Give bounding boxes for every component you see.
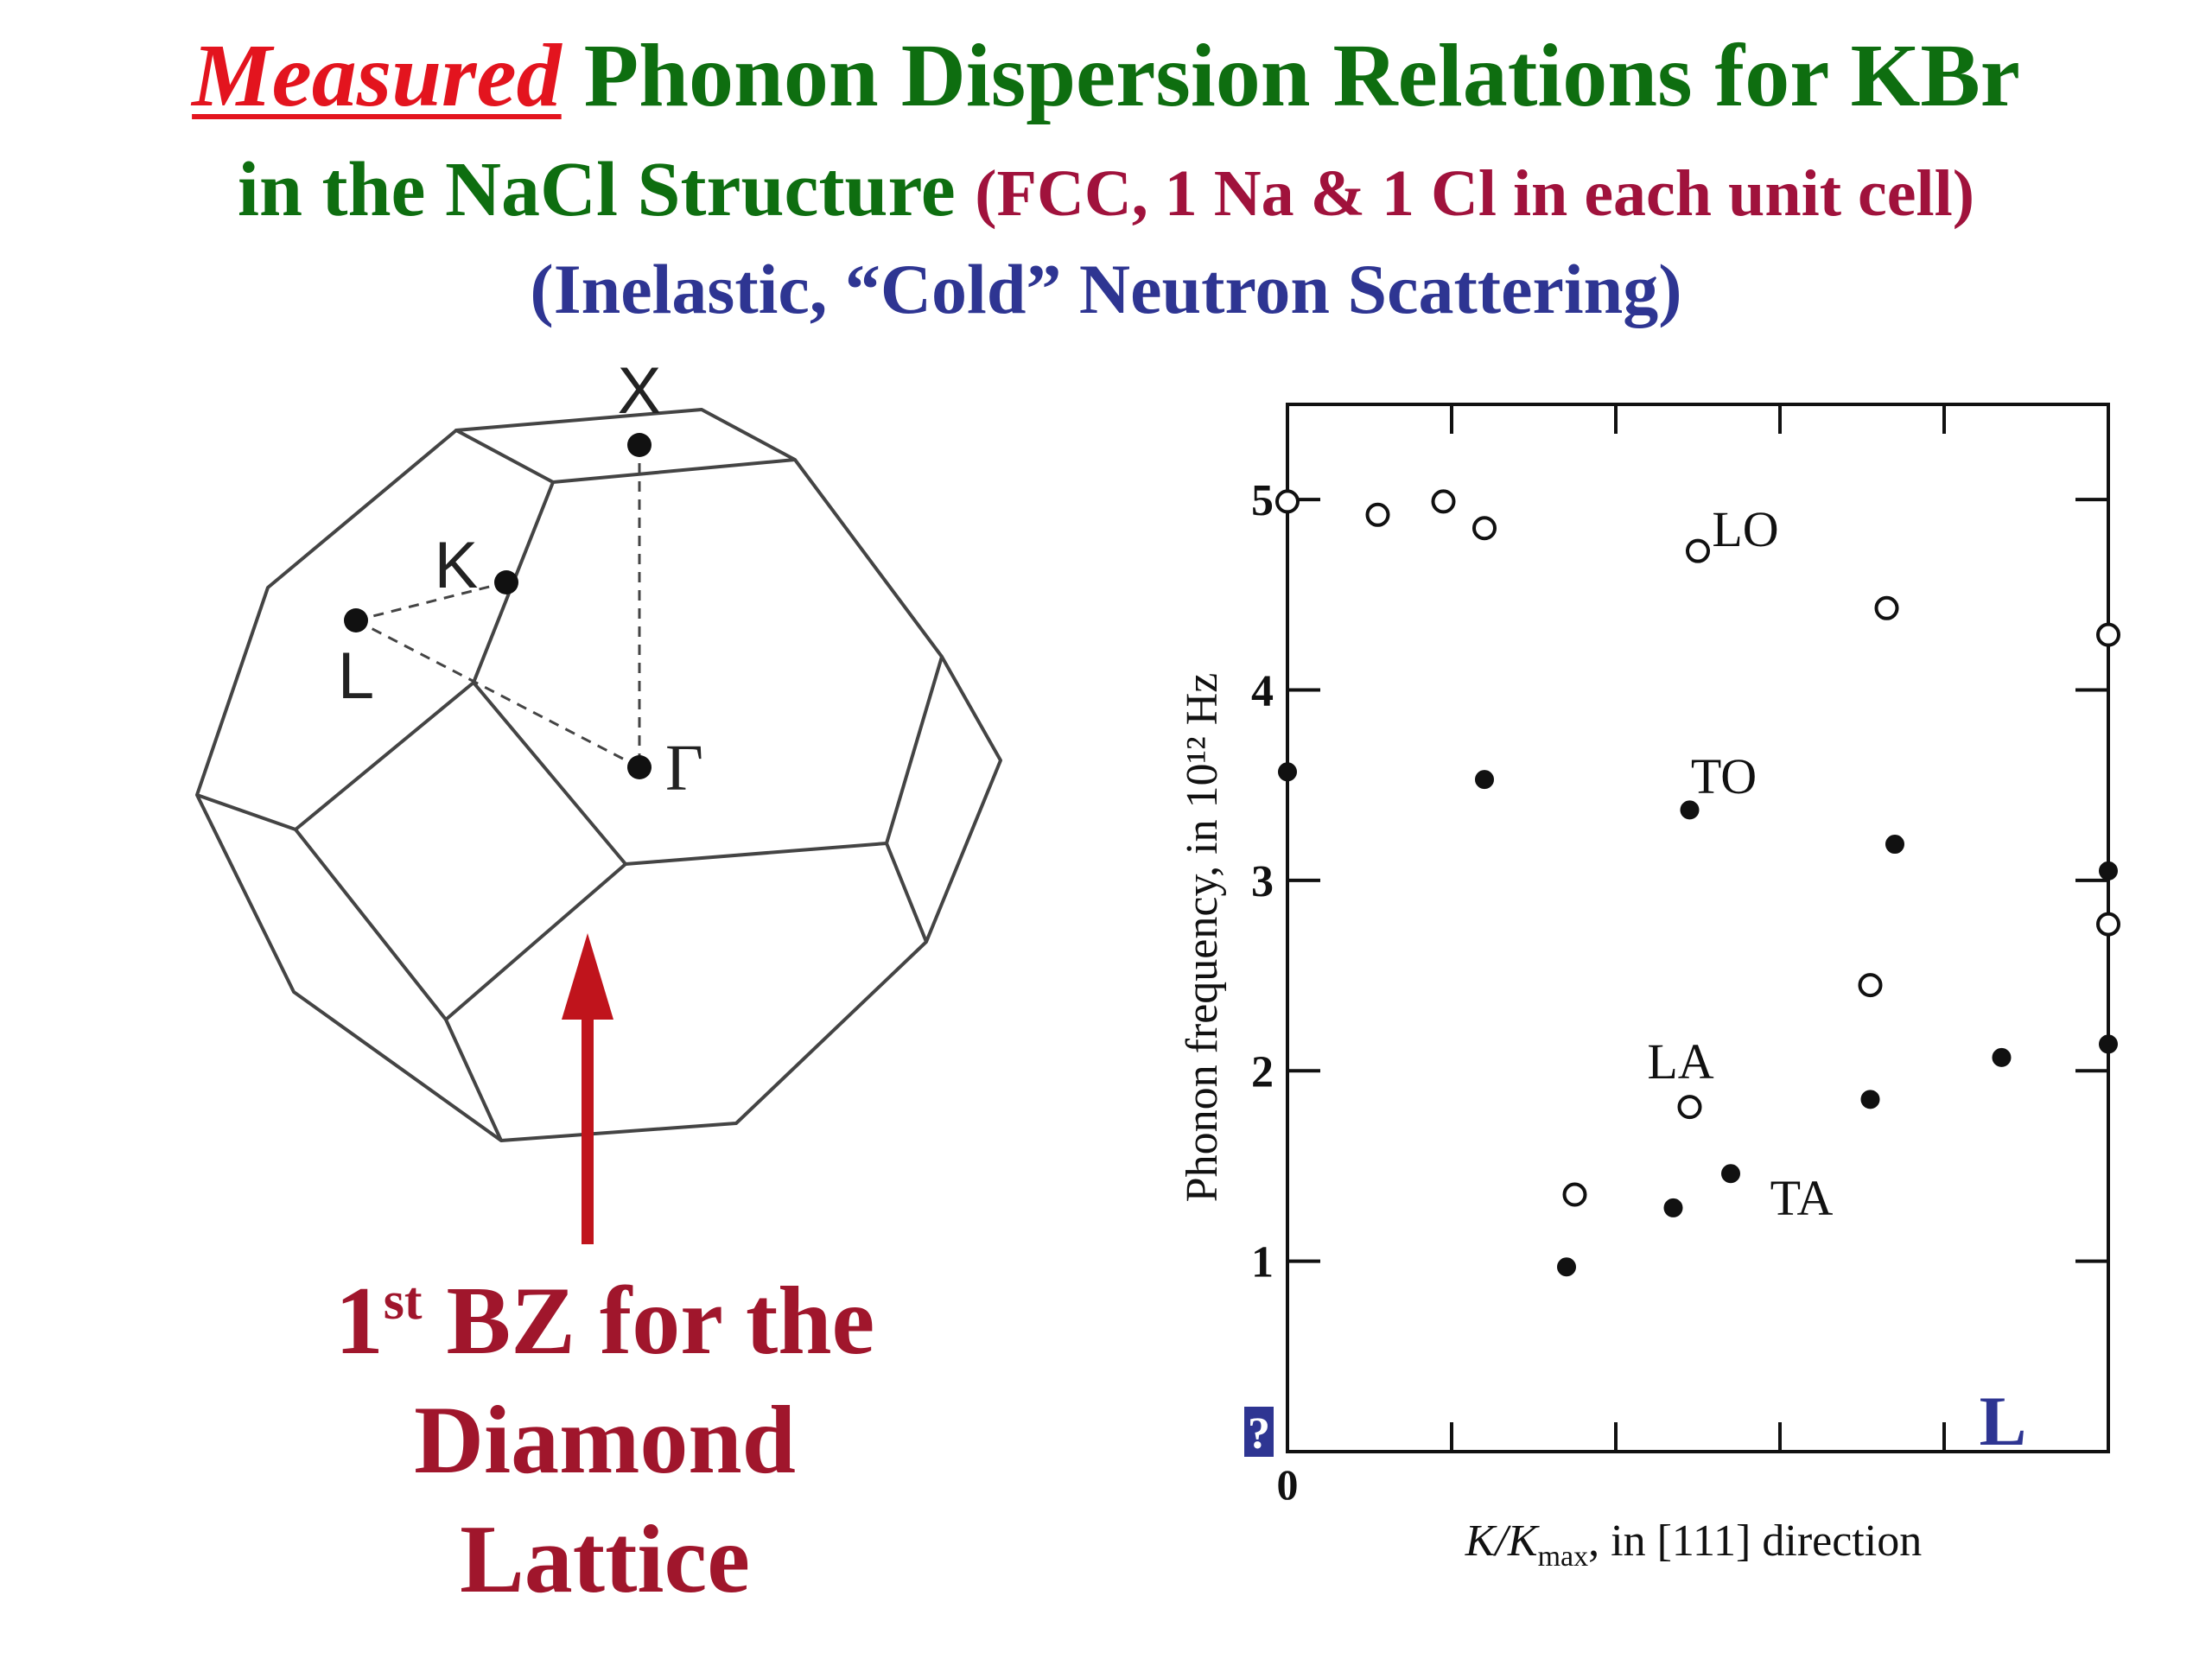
bz-caption-rest: BZ for the xyxy=(446,1268,875,1375)
corner-label-gamma: ? xyxy=(1248,1409,1270,1459)
point-x-label: X xyxy=(618,354,662,428)
y-tick-label-3: 3 xyxy=(1251,857,1274,906)
bz-caption-line-3: Lattice xyxy=(460,1506,750,1613)
open-point-4 xyxy=(1686,538,1710,563)
open-point-8 xyxy=(1677,1095,1702,1120)
bz-caption-line-2: Diamond xyxy=(414,1387,796,1494)
filled-point-1 xyxy=(1475,770,1494,790)
corner-label-l: L xyxy=(1980,1382,2027,1460)
branch-label-lo: LO xyxy=(1712,501,1778,557)
x-axis-label-rest: , in [111] direction xyxy=(1588,1516,1922,1566)
branch-label-ta: TA xyxy=(1770,1170,1834,1226)
filled-point-9 xyxy=(1992,1047,2012,1067)
bz-polyhedron xyxy=(195,408,1002,1142)
branch-label-la: LA xyxy=(1647,1033,1713,1090)
title-line-3: (Inelastic, “Cold” Neutron Scattering) xyxy=(530,250,1682,328)
point-k-dot xyxy=(494,570,518,594)
open-point-1 xyxy=(1365,502,1390,527)
point-l-label: L xyxy=(338,639,374,713)
x-axis-label-subscript: max xyxy=(1538,1541,1589,1573)
open-point-9 xyxy=(1562,1182,1587,1207)
data-points xyxy=(1275,489,2120,1277)
point-k-label: K xyxy=(435,529,479,602)
y-axis-label: Phonon frequency, in 10¹² Hz xyxy=(1178,673,1227,1203)
y-tick-label-1: 1 xyxy=(1251,1238,1274,1287)
title-line-2: in the NaCl Structure (FCC, 1 Na & 1 Cl … xyxy=(0,145,2212,234)
x-tick-label-zero: 0 xyxy=(1277,1460,1299,1509)
y-tick-label-2: 2 xyxy=(1251,1047,1274,1096)
filled-point-7 xyxy=(1721,1164,1740,1184)
title-emphasis: Measured xyxy=(192,26,562,125)
point-gamma-dot xyxy=(627,755,652,779)
title-main: Phonon Dispersion Relations for KBr xyxy=(583,26,2020,125)
filled-point-2 xyxy=(1680,800,1700,820)
title-structure: in the NaCl Structure xyxy=(237,147,956,232)
filled-point-3 xyxy=(1885,835,1904,855)
point-x-dot xyxy=(627,433,652,457)
corner-gamma-box xyxy=(1244,1407,1274,1457)
title-line-1: Measured Phonon Dispersion Relations for… xyxy=(0,24,2212,127)
filled-point-4 xyxy=(2099,861,2118,880)
bz-caption-line-1: 1st BZ for the xyxy=(276,1262,933,1381)
filled-point-6 xyxy=(1663,1198,1683,1217)
filled-point-8 xyxy=(1860,1090,1880,1109)
y-tick-label-4: 4 xyxy=(1251,667,1274,716)
bz-caption: 1st BZ for the Diamond Lattice xyxy=(276,1262,933,1619)
title-fcc-note: (FCC, 1 Na & 1 Cl in each unit cell) xyxy=(975,157,1975,230)
open-point-0 xyxy=(1275,489,1300,514)
x-axis-label-main: K/K xyxy=(1465,1516,1540,1566)
open-point-3 xyxy=(1472,516,1497,541)
filled-point-0 xyxy=(1278,762,1297,782)
bz-caption-superscript: st xyxy=(383,1272,423,1331)
point-gamma-label: Γ xyxy=(665,732,703,804)
branch-label-to: TO xyxy=(1691,748,1757,804)
open-point-10 xyxy=(2096,912,2120,937)
y-tick-labels: 1 2 3 4 5 xyxy=(1251,476,1274,1287)
point-l-dot xyxy=(344,608,368,632)
bz-caption-number: 1 xyxy=(334,1268,384,1375)
open-point-5 xyxy=(1874,595,1899,620)
filled-point-10 xyxy=(2099,1034,2118,1054)
open-point-2 xyxy=(1431,489,1456,514)
y-tick-label-5: 5 xyxy=(1251,476,1274,525)
x-axis-label: K/Kmax, in [111] direction xyxy=(1465,1516,1922,1573)
filled-point-5 xyxy=(1557,1257,1576,1277)
pointer-arrow xyxy=(562,933,613,1244)
open-point-6 xyxy=(2096,622,2120,647)
bz-dashed-paths xyxy=(355,445,641,769)
open-point-7 xyxy=(1858,973,1883,998)
